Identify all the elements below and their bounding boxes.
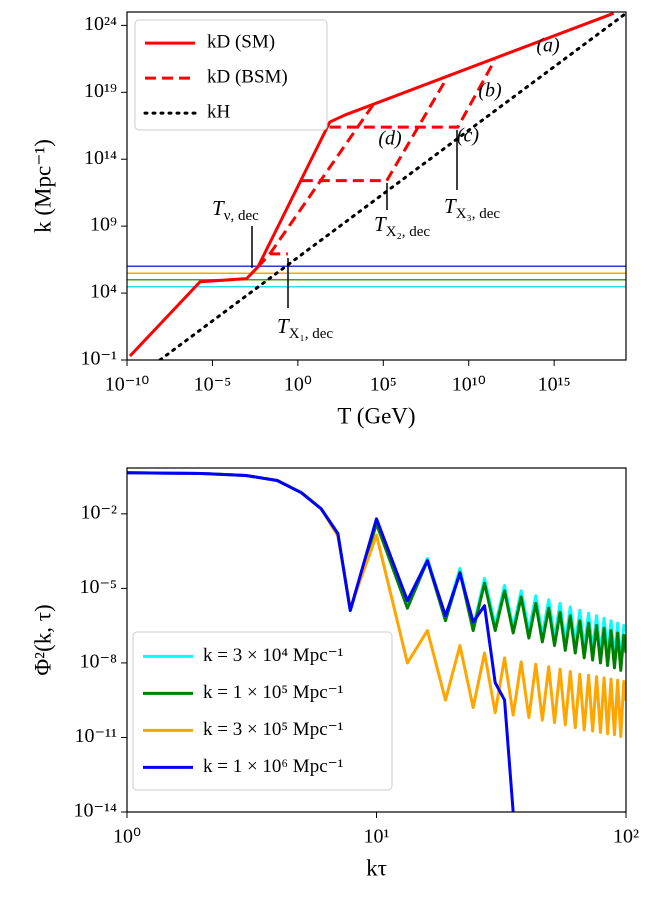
y-tick-label: 10⁻⁵	[79, 576, 117, 598]
annotation-subscript: ν, dec	[224, 208, 259, 224]
y-tick-label: 10¹⁴	[84, 147, 117, 169]
x-tick-label: 10⁰	[284, 374, 312, 396]
legend-text: kD (BSM)	[207, 66, 288, 87]
data-line	[127, 471, 515, 812]
y-tick-label: 10⁻¹¹	[74, 725, 117, 747]
curve-label: (a)	[536, 35, 560, 57]
y-tick-label: 10⁹	[90, 214, 117, 236]
legend-box	[134, 19, 328, 131]
curve-label: (d)	[378, 128, 402, 150]
annotation-symbol: T	[277, 314, 290, 338]
x-axis-label: kτ	[366, 855, 387, 880]
legend-text: k = 1 × 10⁶ Mpc⁻¹	[203, 756, 344, 777]
legend-text: k = 1 × 10⁵ Mpc⁻¹	[203, 682, 344, 703]
legend-text: kD (SM)	[207, 31, 275, 52]
annotation-symbol: T	[212, 196, 225, 220]
axes-frame	[126, 11, 627, 361]
x-tick-label: 10⁰	[113, 826, 141, 848]
annotation: TX₂, dec	[374, 212, 430, 241]
x-tick-label: 10⁻¹⁰	[105, 374, 150, 396]
legend-text: k = 3 × 10⁴ Mpc⁻¹	[203, 645, 344, 666]
annotation-subscript: X₁, dec	[289, 326, 334, 342]
x-tick-label: 10²	[613, 826, 639, 848]
x-tick-label: 10⁻⁵	[194, 374, 232, 396]
plot-area	[127, 471, 626, 812]
annotation: TX₃, dec	[444, 194, 500, 223]
annotation-symbol: T	[444, 194, 457, 218]
y-tick-label: 10⁻²	[80, 501, 117, 523]
x-tick-label: 10¹	[364, 826, 390, 848]
legend-text: kH	[207, 101, 231, 122]
y-tick-label: 10²⁴	[84, 13, 117, 35]
legend-box	[132, 631, 393, 791]
curve-label: (c)	[457, 125, 480, 147]
curve-label: (b)	[478, 80, 502, 102]
annotation-subscript: X₃, dec	[456, 206, 501, 222]
y-tick-label: 10⁻¹	[80, 348, 117, 370]
y-tick-label: 10⁻⁸	[79, 651, 117, 673]
annotation: Tν, dec	[212, 196, 259, 225]
y-axis-label: k (Mpc⁻¹)	[30, 139, 55, 233]
x-tick-label: 10¹⁵	[538, 374, 571, 396]
axes-frame	[126, 467, 627, 813]
data-line	[256, 59, 496, 268]
data-line	[158, 12, 626, 360]
y-tick-label: 10⁻¹⁴	[73, 800, 117, 822]
x-axis-label: T (GeV)	[337, 403, 415, 428]
plot-area	[127, 12, 626, 360]
annotation-symbol: T	[374, 212, 387, 236]
annotation-subscript: X₂, dec	[386, 224, 431, 240]
y-tick-label: 10¹⁹	[84, 80, 117, 102]
y-tick-label: 10⁴	[90, 281, 117, 303]
annotation: TX₁, dec	[277, 314, 333, 343]
x-tick-label: 10¹⁰	[452, 374, 486, 396]
legend-text: k = 3 × 10⁵ Mpc⁻¹	[203, 719, 344, 740]
x-tick-label: 10⁵	[370, 374, 397, 396]
y-axis-label: Φ²(k, τ)	[30, 604, 55, 675]
